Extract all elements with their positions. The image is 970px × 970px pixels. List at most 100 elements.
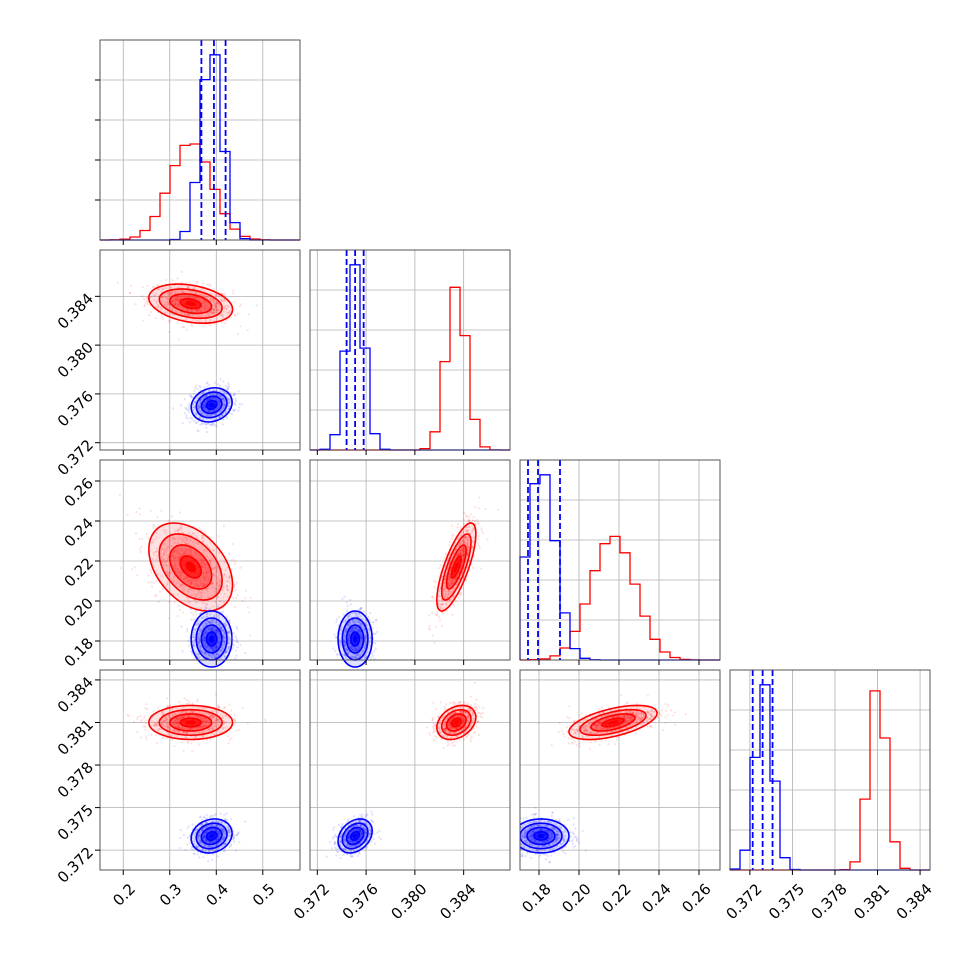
scatter-point	[212, 397, 215, 400]
scatter-point	[217, 404, 221, 407]
scatter-point	[218, 410, 221, 414]
scatter-point	[212, 716, 215, 719]
scatter-point	[205, 400, 208, 403]
scatter-point	[222, 418, 225, 421]
scatter-point	[150, 296, 153, 299]
scatter-point	[454, 570, 457, 573]
scatter-point	[222, 634, 225, 637]
scatter-point	[214, 646, 218, 650]
scatter-point	[156, 572, 159, 575]
scatter-point	[189, 299, 192, 302]
scatter-point	[353, 633, 356, 636]
scatter-point	[143, 716, 146, 719]
scatter-point	[185, 303, 189, 306]
scatter-point	[466, 536, 469, 540]
scatter-point	[202, 391, 205, 394]
scatter-point	[193, 657, 196, 660]
scatter-point	[176, 277, 179, 280]
scatter-point	[168, 573, 171, 576]
scatter-point	[351, 612, 354, 615]
scatter-point	[357, 620, 360, 623]
scatter-point	[196, 429, 199, 432]
scatter-point	[208, 637, 211, 640]
scatter-point	[195, 296, 199, 299]
scatter-point	[199, 620, 202, 623]
scatter-point	[363, 633, 366, 637]
scatter-point	[185, 721, 188, 724]
scatter-point	[461, 548, 464, 552]
scatter-point	[195, 665, 197, 667]
scatter-point	[200, 589, 204, 592]
scatter-point	[116, 281, 119, 284]
scatter-point	[184, 301, 187, 304]
scatter-point	[202, 306, 205, 309]
scatter-point	[194, 550, 197, 553]
scatter-point	[354, 637, 357, 640]
scatter-point	[200, 410, 203, 413]
scatter-point	[347, 634, 350, 637]
scatter-point	[356, 653, 359, 657]
scatter-point	[226, 588, 229, 592]
scatter-point	[192, 539, 195, 542]
scatter-point	[211, 549, 215, 552]
scatter-point	[207, 409, 210, 412]
scatter-point	[212, 301, 215, 305]
scatter-point	[467, 539, 470, 542]
scatter-point	[351, 640, 354, 643]
scatter-point	[177, 724, 180, 727]
scatter-point	[194, 613, 197, 616]
scatter-point	[462, 549, 465, 552]
scatter-point	[179, 548, 182, 551]
scatter-point	[350, 627, 353, 630]
scatter-point	[196, 388, 199, 391]
scatter-point	[165, 278, 168, 282]
scatter-point	[348, 622, 352, 625]
scatter-point	[197, 671, 199, 673]
scatter-point	[184, 585, 187, 589]
scatter-point	[181, 726, 184, 729]
scatter-point	[191, 304, 194, 307]
scatter-point	[216, 302, 219, 305]
scatter-point	[182, 577, 185, 581]
scatter-point	[163, 561, 166, 564]
scatter-point	[364, 657, 367, 660]
scatter-point	[184, 719, 187, 722]
scatter-point	[201, 572, 205, 575]
scatter-point	[448, 584, 451, 587]
scatter-point	[449, 569, 452, 572]
scatter-point	[211, 629, 215, 632]
scatter-point	[182, 749, 185, 752]
scatter-point	[182, 563, 185, 566]
scatter-point	[369, 636, 372, 639]
scatter-point	[180, 312, 183, 315]
scatter-point	[234, 397, 237, 400]
scatter-point	[477, 522, 480, 525]
scatter-point	[227, 641, 230, 644]
scatter-point	[208, 640, 211, 643]
scatter-point	[220, 627, 224, 630]
scatter-point	[213, 638, 216, 641]
scatter-point	[184, 303, 187, 307]
scatter-point	[201, 422, 204, 425]
scatter-point	[360, 673, 362, 675]
scatter-point	[192, 710, 195, 713]
scatter-point	[453, 568, 456, 571]
scatter-point	[221, 629, 224, 633]
scatter-point	[208, 414, 211, 417]
scatter-point	[356, 629, 359, 632]
scatter-point	[228, 646, 231, 649]
scatter-point	[368, 640, 371, 644]
scatter-point	[225, 575, 228, 579]
scatter-point	[206, 381, 209, 384]
scatter-point	[171, 290, 174, 293]
scatter-point	[144, 304, 147, 307]
scatter-point	[141, 537, 144, 541]
scatter-point	[209, 647, 212, 650]
scatter-point	[155, 531, 158, 535]
scatter-point	[196, 293, 199, 296]
scatter-point	[221, 610, 224, 613]
scatter-point	[161, 558, 164, 561]
scatter-point	[190, 710, 193, 713]
scatter-point	[231, 558, 234, 562]
scatter-point	[461, 547, 464, 550]
